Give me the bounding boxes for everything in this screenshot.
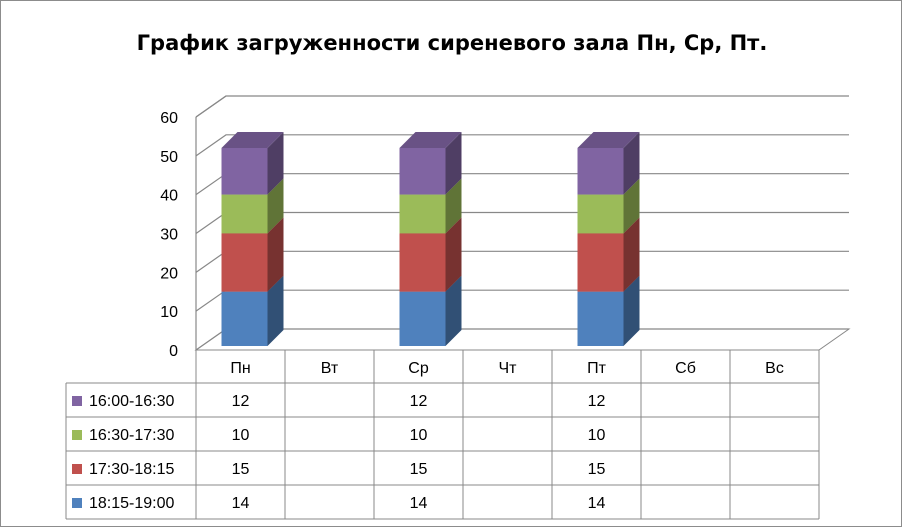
gridline [195, 134, 849, 157]
data-label: 14 [232, 495, 250, 512]
bar-segment-top [221, 131, 284, 148]
bar-segment-front [221, 194, 268, 234]
x-tick-label: Пн [230, 360, 250, 377]
y-tick-label: 20 [160, 265, 178, 282]
bar-segment-side [267, 131, 284, 195]
data-label: 12 [232, 393, 250, 410]
legend-key [72, 498, 82, 508]
y-tick-label: 0 [169, 343, 178, 360]
y-tick-label: 50 [160, 149, 178, 166]
y-axis-top [195, 95, 227, 118]
bar-segment-front [399, 194, 446, 234]
y-tick-label: 10 [160, 304, 178, 321]
legend-label: 18:15-19:00 [89, 495, 175, 512]
legend-key [72, 430, 82, 440]
data-label: 15 [410, 461, 428, 478]
bar-segment-front [221, 291, 268, 346]
data-label: 10 [232, 427, 250, 444]
chart-title: График загруженности сиреневого зала Пн,… [136, 31, 768, 55]
bar-segment-front [221, 147, 268, 195]
y-tick-label: 40 [160, 188, 178, 205]
bar-segment-front [577, 291, 624, 346]
x-tick-label: Вт [321, 360, 339, 377]
bar-segment-side [267, 217, 284, 292]
bar-segment-side [445, 275, 462, 346]
legend-label: 16:00-16:30 [89, 393, 175, 410]
bar-segment-side [623, 275, 640, 346]
bar-segment-front [577, 147, 624, 195]
bar-segment-top [577, 131, 640, 148]
bar-segment-front [577, 194, 624, 234]
bar-segment-side [267, 178, 284, 234]
data-label: 10 [410, 427, 428, 444]
legend-key [72, 396, 82, 406]
legend-label: 16:30-17:30 [89, 427, 175, 444]
bar-segment-top [399, 131, 462, 148]
x-tick-label: Вс [765, 360, 784, 377]
bar-segment-side [623, 178, 640, 234]
bar-segment-front [399, 233, 446, 292]
data-label: 12 [588, 393, 606, 410]
y-tick-label: 30 [160, 227, 178, 244]
bar-segment-front [577, 233, 624, 292]
x-tick-label: Сб [675, 360, 696, 377]
x-tick-label: Ср [408, 360, 429, 377]
bar-segment-side [623, 217, 640, 292]
data-label: 15 [588, 461, 606, 478]
bar-segment-front [399, 291, 446, 346]
bar-segment-side [445, 131, 462, 195]
legend-key [72, 464, 82, 474]
x-tick-label: Чт [499, 360, 518, 377]
data-label: 14 [588, 495, 606, 512]
bar-segment-side [445, 217, 462, 292]
x-tick-label: Пт [587, 360, 607, 377]
bar-segment-side [267, 275, 284, 346]
bar-segment-front [221, 233, 268, 292]
data-label: 12 [410, 393, 428, 410]
data-label: 15 [232, 461, 250, 478]
bar-segment-side [445, 178, 462, 234]
y-tick-label: 60 [160, 110, 178, 127]
legend-label: 17:30-18:15 [89, 461, 175, 478]
bar-segment-front [399, 147, 446, 195]
bar-segment-side [623, 131, 640, 195]
data-label: 10 [588, 427, 606, 444]
data-label: 14 [410, 495, 428, 512]
floor [194, 328, 851, 351]
